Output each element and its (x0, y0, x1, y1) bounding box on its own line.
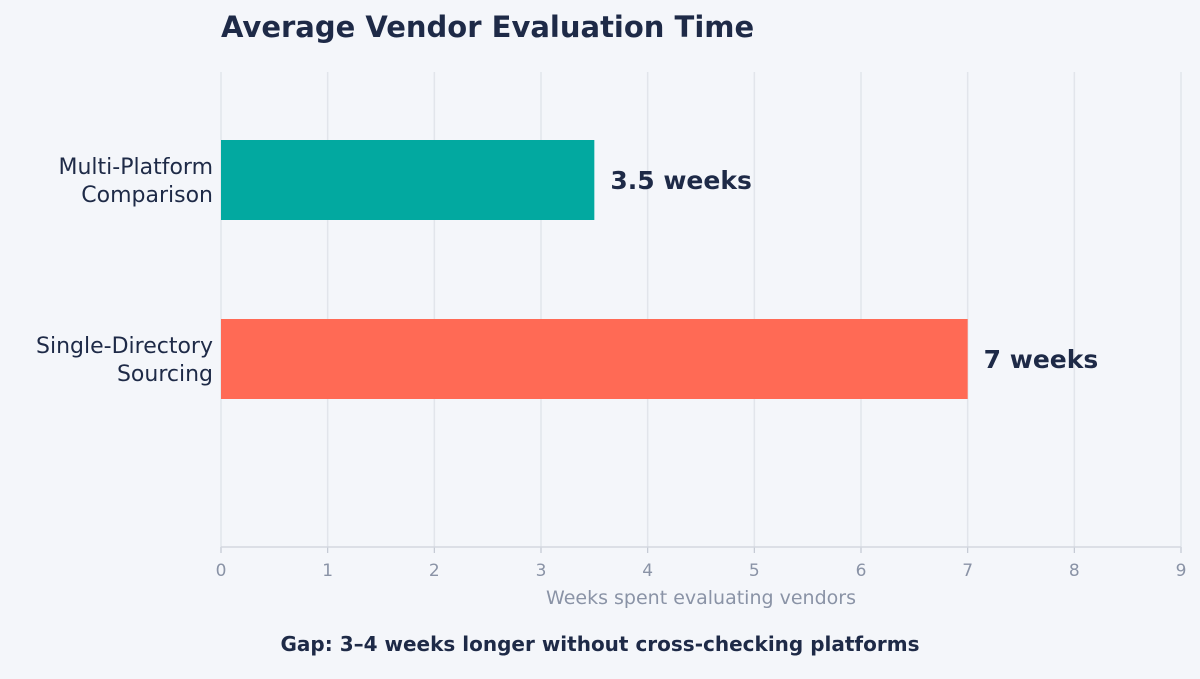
x-tick-label: 2 (429, 561, 440, 581)
bar (221, 319, 968, 399)
category-label: Multi-Platform (59, 155, 214, 180)
x-tick-label: 8 (1069, 561, 1080, 581)
x-tick-label: 3 (536, 561, 547, 581)
bar (221, 140, 595, 220)
category-label: Sourcing (117, 362, 213, 387)
x-tick-label: 6 (856, 561, 867, 581)
category-labels: Multi-Platform Comparison Single-Directory… (36, 155, 213, 387)
category-label: Comparison (81, 183, 213, 208)
x-tick-label: 7 (962, 561, 973, 581)
gap-annotation: Gap: 3–4 weeks longer without cross-chec… (281, 632, 920, 656)
chart-title: Average Vendor Evaluation Time (221, 10, 754, 44)
x-tick-label: 5 (749, 561, 760, 581)
x-tick-label: 0 (216, 561, 227, 581)
x-tick-label: 1 (322, 561, 333, 581)
x-axis: 0 1 2 3 4 5 6 7 8 9 (216, 546, 1187, 581)
bar-layer: 3.5 weeks 7 weeks (221, 140, 1098, 399)
bar-value-label: 7 weeks (984, 345, 1099, 374)
x-tick-label: 4 (642, 561, 653, 581)
x-tick-label: 9 (1176, 561, 1187, 581)
category-label: Single-Directory (36, 334, 213, 359)
bar-value-label: 3.5 weeks (610, 166, 752, 195)
x-axis-label: Weeks spent evaluating vendors (546, 587, 856, 609)
